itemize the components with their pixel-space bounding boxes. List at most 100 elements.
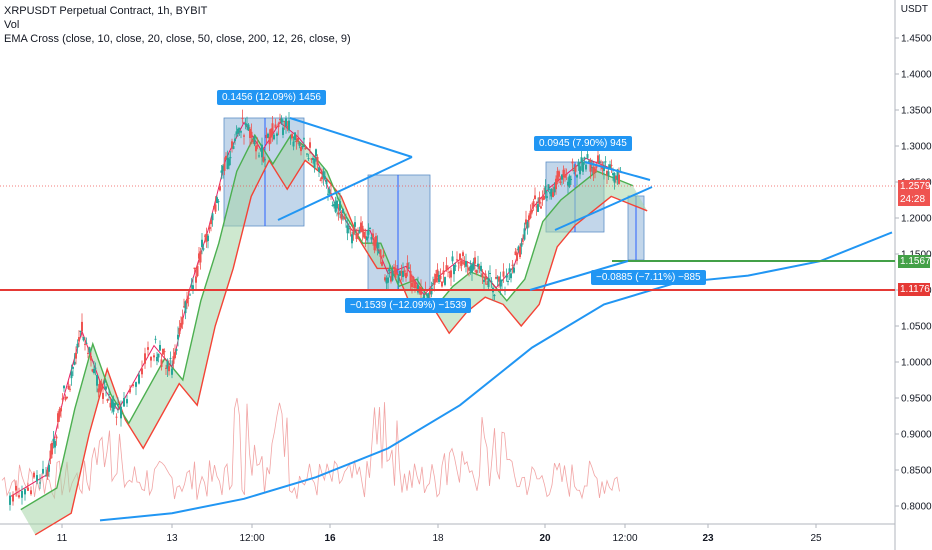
candle-body	[24, 489, 26, 495]
candle-body	[298, 142, 301, 146]
candle-body	[294, 132, 296, 140]
candle-body	[519, 247, 521, 258]
y-tick-label-1: 0.8500	[901, 466, 932, 477]
candle-body	[366, 236, 368, 241]
candle-body	[520, 243, 523, 247]
candle-body	[57, 413, 59, 423]
candle-body	[73, 361, 76, 365]
candle-body	[274, 124, 277, 128]
x-tick-label-3: 16	[324, 533, 336, 544]
candle-body	[120, 406, 122, 419]
candle-body	[307, 158, 310, 160]
candle-body	[259, 148, 262, 150]
candle-body	[616, 169, 619, 180]
candle-body	[358, 230, 361, 234]
candle-body	[348, 228, 350, 230]
candle-body	[199, 251, 202, 263]
candle-body	[96, 374, 98, 386]
candle-body	[442, 270, 445, 275]
candle-body	[267, 133, 269, 139]
candle-body	[52, 438, 55, 442]
candle-body	[216, 197, 218, 204]
candle-body	[555, 178, 557, 190]
candle-body	[262, 156, 265, 162]
candle-body	[241, 117, 244, 119]
candle-body	[339, 201, 341, 211]
candle-body	[508, 268, 511, 273]
candle-body	[558, 171, 560, 177]
candle-body	[529, 210, 532, 219]
candle-body	[465, 261, 467, 267]
candle-body	[190, 285, 193, 287]
candle-body	[502, 271, 505, 277]
candle-body	[534, 195, 536, 200]
candle-body	[370, 237, 373, 240]
candle-body	[580, 157, 583, 163]
y-tick-label-11: 1.3500	[901, 106, 932, 117]
candle-body	[562, 169, 565, 176]
candle-body	[559, 181, 562, 183]
candle-body	[345, 220, 347, 222]
candle-body	[475, 270, 478, 274]
candle-body	[468, 267, 470, 271]
candle-body	[109, 402, 112, 408]
candle-body	[247, 124, 250, 131]
candle-body	[598, 161, 601, 163]
candle-body	[153, 355, 155, 358]
candle-body	[445, 265, 448, 270]
candle-body	[195, 276, 197, 283]
candle-body	[12, 494, 14, 502]
candle-body	[181, 317, 184, 325]
candle-body	[405, 272, 407, 279]
candle-body	[138, 374, 140, 384]
candle-body	[240, 131, 242, 133]
candle-body	[235, 131, 238, 135]
candle-body	[582, 161, 584, 172]
candle-body	[304, 147, 307, 150]
candle-body	[495, 277, 497, 279]
candle-body	[564, 175, 566, 178]
candle-body	[391, 270, 394, 281]
candle-body	[399, 271, 401, 276]
x-tick-label-1: 13	[166, 533, 178, 544]
candle-body	[330, 193, 332, 195]
candle-body	[382, 254, 385, 257]
candle-body	[192, 285, 194, 290]
candle-body	[58, 409, 61, 417]
candle-body	[336, 200, 338, 209]
candle-body	[276, 133, 278, 136]
candle-body	[202, 248, 205, 250]
candle-body	[333, 204, 335, 207]
candle-body	[157, 353, 160, 358]
candle-body	[522, 240, 524, 242]
ema-200-line	[99, 231, 893, 522]
candle-body	[325, 180, 328, 185]
candle-body	[510, 273, 512, 279]
candle-body	[207, 235, 209, 241]
x-tick-label-6: 12:00	[612, 533, 637, 544]
candle-body	[108, 394, 110, 396]
candle-body	[312, 157, 314, 160]
candle-body	[231, 141, 233, 149]
candle-body	[211, 213, 214, 221]
candle-body	[367, 229, 370, 235]
candle-body	[265, 134, 268, 139]
candle-body	[511, 264, 514, 266]
candle-body	[436, 269, 439, 277]
candle-body	[114, 403, 116, 406]
candle-body	[403, 270, 406, 272]
candle-body	[94, 367, 97, 369]
candle-body	[328, 189, 331, 194]
y-tick-label-4: 1.0000	[901, 358, 932, 369]
candle-body	[430, 288, 433, 295]
candle-body	[438, 274, 440, 283]
candle-body	[64, 396, 67, 400]
candle-body	[112, 402, 115, 412]
candle-body	[178, 327, 181, 334]
candle-body	[568, 175, 571, 187]
candle-body	[379, 249, 382, 257]
measure-label-2: −0.1539 (−12.09%) −1539	[345, 298, 472, 313]
x-tick-label-8: 25	[810, 533, 822, 544]
candle-body	[175, 348, 178, 351]
